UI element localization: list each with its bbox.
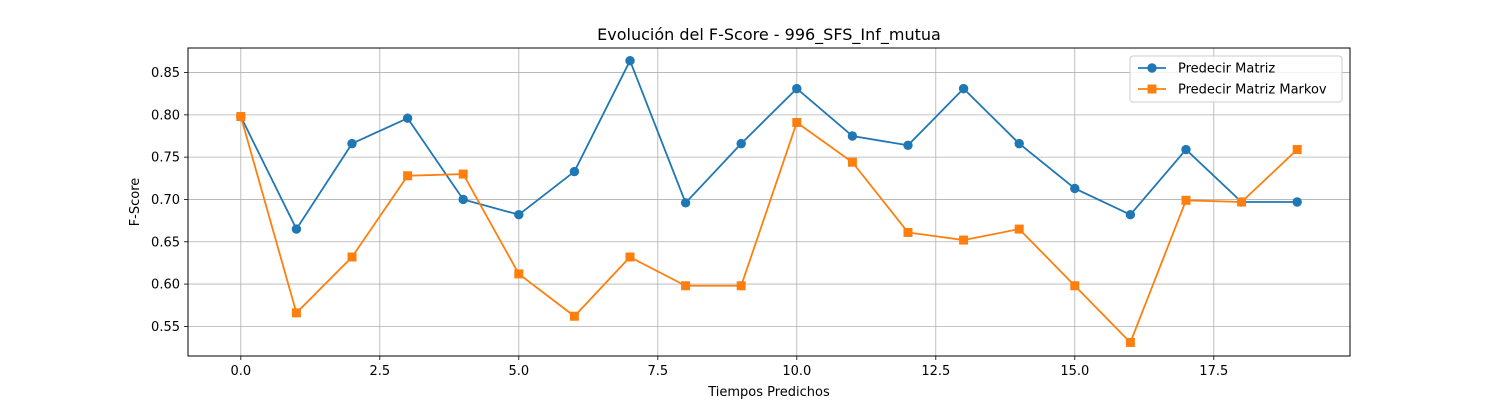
data-point xyxy=(458,194,468,205)
data-point xyxy=(291,224,302,234)
y-tick-label: 0.60 xyxy=(151,278,180,293)
grid xyxy=(188,48,1350,356)
data-point xyxy=(681,281,691,291)
data-point xyxy=(680,198,691,208)
data-point xyxy=(1125,337,1135,347)
data-point xyxy=(792,83,802,94)
data-point xyxy=(625,252,635,262)
data-point xyxy=(1292,197,1302,207)
x-tick-label: 2.5 xyxy=(369,364,390,379)
y-tick-label: 0.75 xyxy=(151,151,180,166)
data-point xyxy=(347,138,357,149)
data-point xyxy=(1292,145,1302,155)
series-layer xyxy=(236,55,1302,347)
plot-frame xyxy=(187,47,1351,357)
legend-label: Predecir Matriz xyxy=(1178,62,1275,77)
x-tick-label: 5.0 xyxy=(508,364,529,379)
data-point xyxy=(402,113,413,123)
data-point xyxy=(569,166,580,177)
data-point xyxy=(792,117,802,127)
data-point xyxy=(903,227,913,237)
data-point xyxy=(736,138,746,149)
data-point xyxy=(458,169,468,179)
data-point xyxy=(847,157,857,167)
data-point xyxy=(514,269,524,279)
y-tick-label: 0.70 xyxy=(151,193,180,208)
series-line xyxy=(239,116,1298,345)
y-tick-label: 0.80 xyxy=(151,108,180,123)
x-tick-label: 10.0 xyxy=(782,364,811,379)
axis-ticks: 0.0 2.5 5.0 7.5 10.0 12.5 15.0 17.5 0.55 0.60 0.65… xyxy=(151,66,1228,379)
x-tick-label: 7.5 xyxy=(647,364,668,379)
data-point xyxy=(1181,144,1191,155)
x-tick-label: 17.5 xyxy=(1199,364,1228,379)
data-point xyxy=(1125,209,1136,220)
y-tick-label: 0.55 xyxy=(151,320,180,335)
legend-marker xyxy=(1147,84,1157,94)
data-point xyxy=(1014,138,1024,149)
x-axis-label: Tiempos Predichos xyxy=(707,385,830,400)
data-point xyxy=(514,209,524,220)
data-point xyxy=(736,281,746,291)
data-point xyxy=(291,308,301,318)
chart-title: Evolución del F-Score - 996_SFS_Inf_mutu… xyxy=(597,25,941,45)
data-point xyxy=(236,112,246,122)
y-tick-label: 0.65 xyxy=(151,235,180,250)
data-point xyxy=(958,83,969,94)
data-point xyxy=(569,311,579,321)
x-tick-label: 0.0 xyxy=(230,364,251,379)
data-point xyxy=(959,235,969,245)
x-tick-label: 12.5 xyxy=(921,364,950,379)
legend: Predecir Matriz Predecir Matriz Markov xyxy=(1129,55,1343,103)
data-point xyxy=(903,140,913,151)
y-tick-label: 0.85 xyxy=(151,66,180,81)
data-point xyxy=(1181,195,1191,205)
data-point xyxy=(1070,281,1080,291)
data-point xyxy=(847,131,858,141)
x-tick-label: 15.0 xyxy=(1060,364,1089,379)
data-point xyxy=(1014,224,1024,234)
legend-box xyxy=(1129,55,1343,103)
y-axis-label: F-Score xyxy=(128,178,143,227)
data-point xyxy=(403,171,413,181)
data-point xyxy=(347,252,357,262)
legend-label: Predecir Matriz Markov xyxy=(1178,83,1327,98)
data-point xyxy=(625,55,635,66)
data-point xyxy=(1070,183,1080,194)
legend-marker xyxy=(1147,63,1157,73)
data-point xyxy=(1237,197,1247,207)
series-line xyxy=(240,58,1298,231)
series-2 xyxy=(236,112,1302,347)
